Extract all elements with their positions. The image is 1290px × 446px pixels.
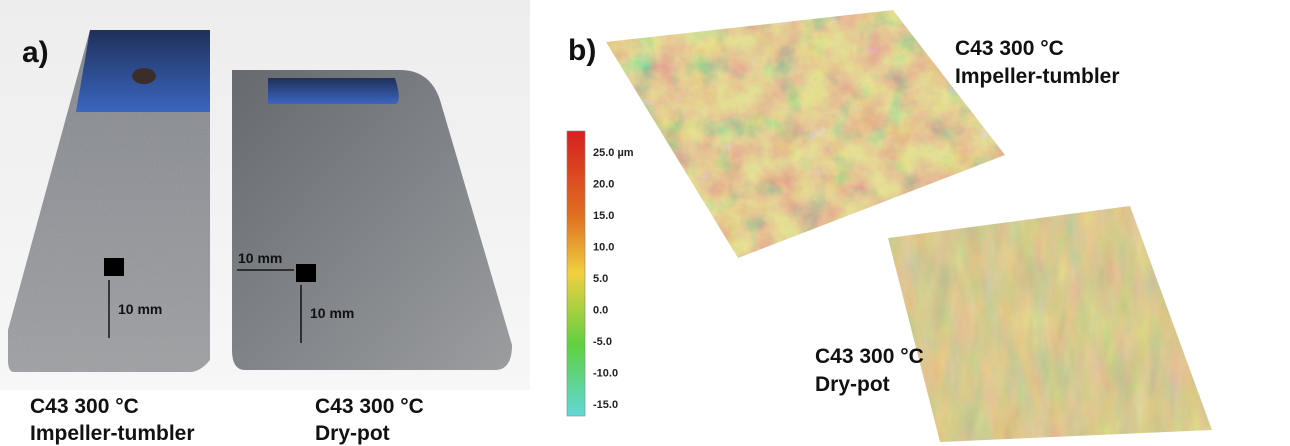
colorbar-label: 5.0 — [593, 273, 608, 285]
colorbar-label: -5.0 — [593, 336, 612, 348]
plate-1-hole — [132, 68, 156, 84]
caption: C43 300 °C — [30, 395, 139, 418]
panel-label: b) — [568, 34, 596, 67]
caption: C43 300 °C — [815, 345, 924, 368]
dimension-label: 10 mm — [238, 250, 282, 266]
panel-label: a) — [22, 36, 49, 69]
caption: C43 300 °C — [955, 37, 1064, 60]
colorbar-label: 15.0 — [593, 210, 614, 222]
marker-square — [296, 264, 316, 282]
colorbar-label: -10.0 — [593, 368, 618, 380]
colorbar — [567, 131, 585, 416]
plate-2-coating — [268, 78, 399, 104]
marker-square — [104, 258, 124, 276]
colorbar-label: 0.0 — [593, 305, 608, 317]
colorbar-label: 10.0 — [593, 242, 614, 254]
dimension-label: 10 mm — [310, 305, 354, 321]
dimension-label: 10 mm — [118, 301, 162, 317]
figure: 10 mm 10 mm 10 mm a) C43 300 °C Impeller… — [0, 0, 1290, 446]
caption: Dry-pot — [815, 373, 890, 396]
surface-2 — [888, 206, 1212, 442]
caption: Impeller-tumbler — [30, 422, 195, 445]
colorbar-label: 20.0 — [593, 179, 614, 191]
caption: Dry-pot — [315, 422, 390, 445]
colorbar-labels: 25.0 µm 20.0 15.0 10.0 5.0 0.0 -5.0 -10.0 -15.0 — [593, 147, 634, 411]
caption: Impeller-tumbler — [955, 65, 1120, 88]
caption: C43 300 °C — [315, 395, 424, 418]
colorbar-label: 25.0 µm — [593, 147, 634, 159]
surface-1 — [606, 10, 1005, 258]
colorbar-label: -15.0 — [593, 399, 618, 411]
